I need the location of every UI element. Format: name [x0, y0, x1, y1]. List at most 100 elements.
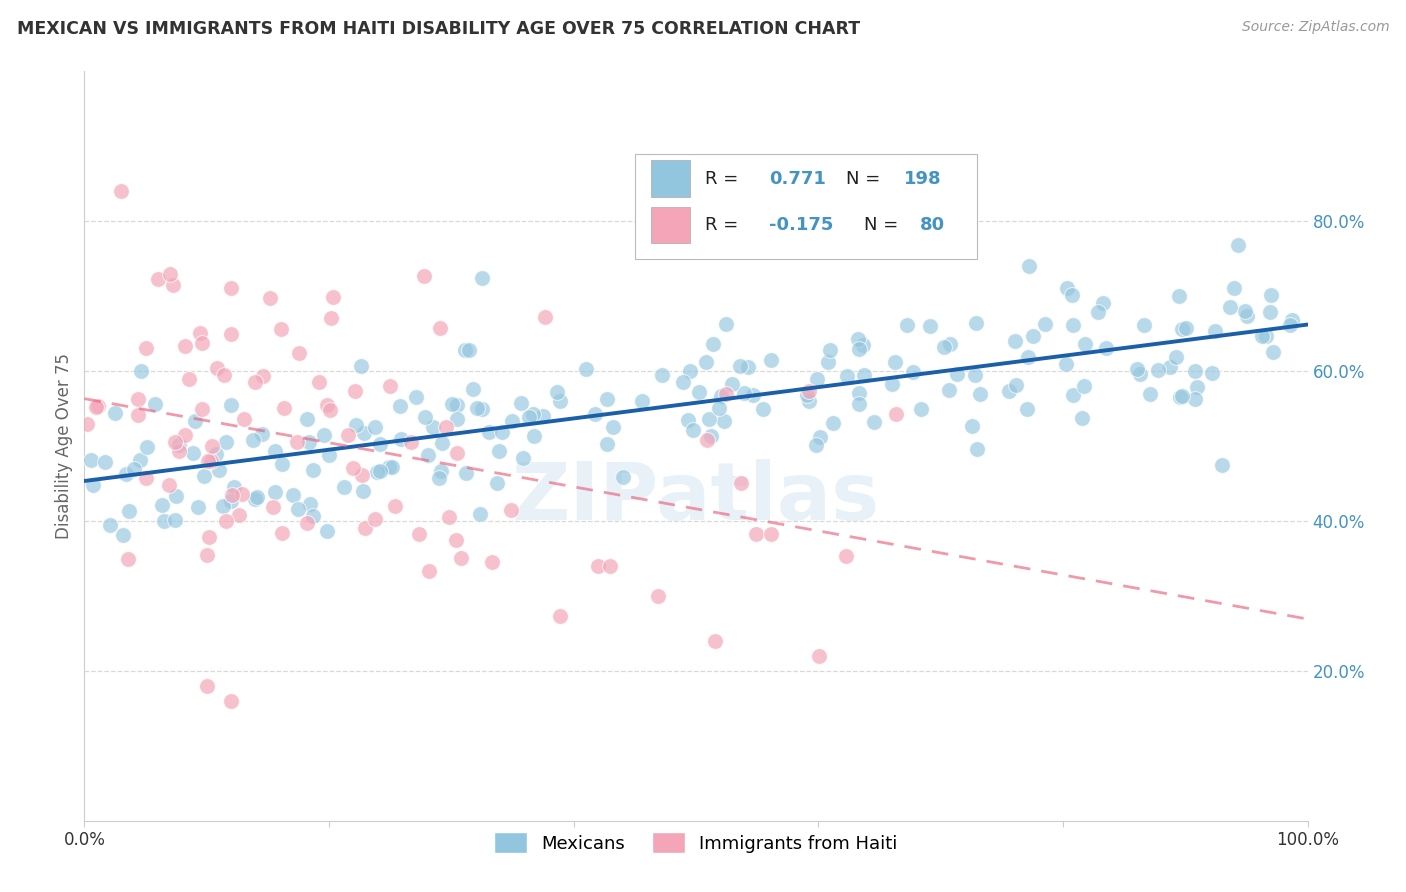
Point — [82, 478, 104, 492]
Point — [271, 526, 294, 541]
Point — [163, 513, 186, 527]
Point — [1219, 300, 1241, 314]
Point — [1033, 317, 1056, 331]
Point — [910, 401, 932, 416]
Point — [721, 376, 744, 391]
Point — [1211, 458, 1233, 472]
Point — [468, 507, 491, 521]
Point — [1170, 390, 1192, 404]
Point — [127, 392, 149, 406]
Point — [1126, 362, 1149, 376]
Point — [1184, 363, 1206, 377]
Point — [117, 551, 139, 566]
Point — [416, 448, 439, 462]
Point — [807, 648, 830, 663]
Text: 198: 198 — [904, 169, 942, 187]
Point — [491, 425, 513, 440]
Point — [301, 463, 323, 477]
Point — [599, 558, 621, 573]
Point — [612, 469, 634, 483]
Point — [695, 355, 717, 369]
Point — [287, 502, 309, 516]
Point — [262, 500, 284, 514]
Point — [512, 450, 534, 465]
Point — [298, 434, 321, 449]
Point — [441, 397, 464, 411]
Point — [966, 442, 988, 456]
Point — [835, 549, 858, 563]
Point — [1170, 389, 1192, 403]
Point — [264, 444, 287, 458]
Point — [366, 465, 388, 479]
Point — [969, 387, 991, 401]
Point — [1250, 329, 1272, 343]
Point — [104, 406, 127, 420]
Point — [938, 383, 960, 397]
Text: N =: N = — [863, 216, 904, 234]
Point — [219, 398, 242, 412]
Point — [232, 412, 254, 426]
Point — [1226, 237, 1249, 252]
Point — [818, 343, 841, 358]
Point — [806, 372, 828, 386]
Point — [797, 393, 820, 408]
Point — [1129, 367, 1152, 381]
Point — [188, 326, 211, 341]
Point — [548, 393, 571, 408]
Point — [934, 341, 956, 355]
Point — [450, 550, 472, 565]
Point — [471, 271, 494, 285]
Point — [651, 368, 673, 383]
Point — [848, 343, 870, 357]
Point — [350, 468, 373, 483]
Point — [1234, 303, 1257, 318]
Point — [173, 428, 195, 442]
Point — [901, 365, 924, 379]
Point — [344, 417, 367, 432]
Point — [1017, 351, 1039, 365]
Point — [231, 487, 253, 501]
Point — [596, 437, 619, 451]
Point — [242, 434, 264, 448]
Point — [713, 414, 735, 428]
Point — [150, 498, 173, 512]
Point — [434, 420, 457, 434]
Point — [517, 409, 540, 424]
Point — [997, 384, 1019, 399]
Point — [853, 368, 876, 382]
Point — [250, 427, 273, 442]
Point — [463, 382, 485, 396]
Point — [647, 589, 669, 603]
Point — [165, 489, 187, 503]
Point — [198, 530, 221, 544]
Point — [76, 417, 98, 431]
Point — [270, 322, 292, 336]
Point — [153, 515, 176, 529]
Point — [148, 272, 170, 286]
Point — [1060, 288, 1083, 302]
Point — [965, 368, 987, 383]
Point — [700, 429, 723, 443]
Point — [446, 398, 468, 412]
Point — [848, 386, 870, 401]
Point — [299, 497, 322, 511]
Point — [1062, 388, 1084, 402]
Point — [427, 471, 450, 485]
Point — [405, 391, 427, 405]
Point — [733, 386, 755, 401]
Point — [797, 384, 820, 399]
Point — [804, 438, 827, 452]
Point — [1074, 337, 1097, 351]
Point — [709, 389, 731, 403]
Point — [159, 267, 181, 281]
Point — [197, 549, 219, 563]
Point — [1139, 386, 1161, 401]
Point — [1091, 295, 1114, 310]
Point — [488, 444, 510, 458]
Point — [481, 555, 503, 569]
Point — [301, 508, 323, 523]
Point — [408, 527, 430, 541]
Point — [1133, 318, 1156, 332]
Point — [821, 416, 844, 430]
Point — [273, 401, 295, 416]
